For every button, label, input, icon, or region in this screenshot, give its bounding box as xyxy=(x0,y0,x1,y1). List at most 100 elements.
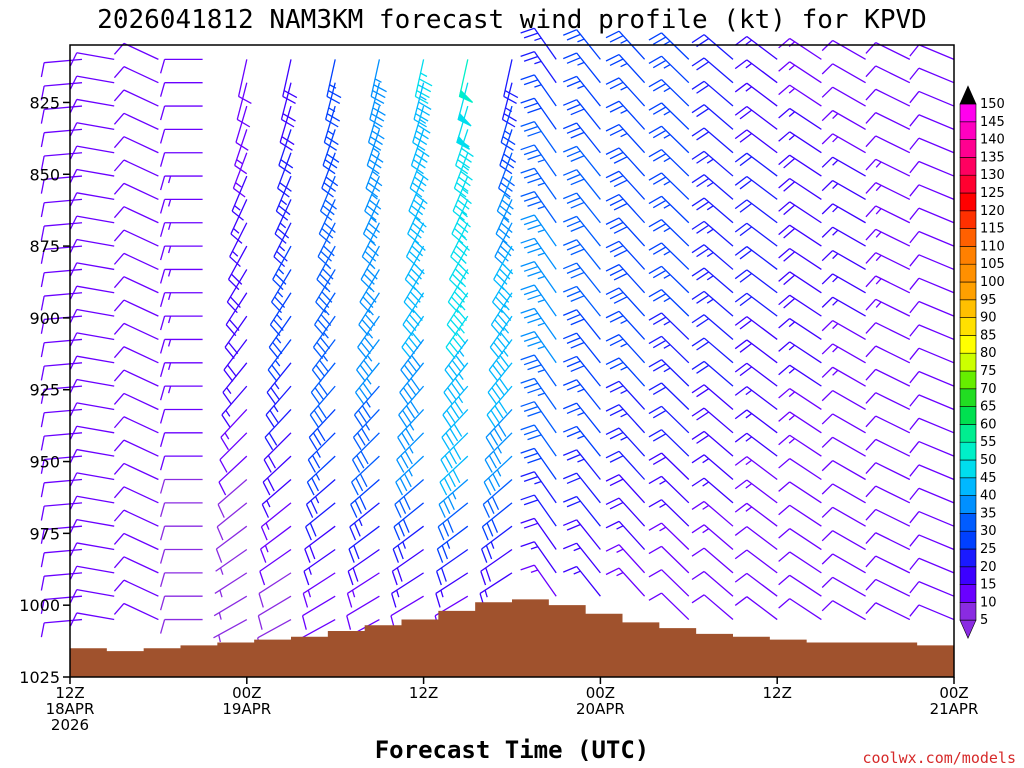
colorbar-swatch xyxy=(959,228,977,247)
colorbar-label: 145 xyxy=(980,115,1005,130)
wind-barb xyxy=(159,105,203,121)
wind-barb xyxy=(648,195,690,224)
wind-barb xyxy=(778,61,822,84)
wind-barb xyxy=(821,576,866,597)
wind-barb xyxy=(909,394,955,411)
wind-barb xyxy=(69,472,115,487)
wind-barb xyxy=(865,65,911,84)
chart-title: 2026041812 NAM3KM forecast wind profile … xyxy=(97,5,927,35)
wind-barb xyxy=(267,339,292,382)
wind-barb xyxy=(40,432,83,451)
wind-barb xyxy=(909,277,955,294)
wind-barb xyxy=(393,502,425,541)
wind-barb xyxy=(778,341,822,364)
colorbar-swatch xyxy=(959,210,977,229)
colorbar-swatch xyxy=(959,192,977,212)
wind-barb xyxy=(648,149,690,177)
wind-barb xyxy=(520,517,557,550)
wind-barb xyxy=(909,557,955,574)
wind-barb xyxy=(113,416,159,434)
colorbar-swatch xyxy=(959,406,977,425)
wind-barb xyxy=(304,525,336,563)
wind-barb xyxy=(159,292,203,307)
wind-barb xyxy=(113,532,159,551)
wind-barb xyxy=(352,409,380,451)
wind-barb xyxy=(563,192,601,224)
wind-barb xyxy=(69,495,115,510)
wind-barb xyxy=(69,98,115,113)
wind-barb xyxy=(435,548,469,586)
wind-barb xyxy=(69,168,115,183)
wind-barb xyxy=(40,338,83,358)
wind-barb xyxy=(648,405,690,434)
wind-barb xyxy=(69,75,115,90)
wind-barb xyxy=(909,440,955,457)
wind-barb xyxy=(312,315,336,359)
wind-barb xyxy=(485,409,513,451)
wind-barb xyxy=(398,385,425,428)
wind-barb xyxy=(69,52,115,67)
wind-barb xyxy=(865,252,911,271)
wind-barb xyxy=(520,74,557,107)
wind-barb xyxy=(520,471,557,504)
wind-barb xyxy=(520,27,557,60)
wind-barb xyxy=(778,294,822,317)
wind-barb xyxy=(605,240,646,270)
wind-barb xyxy=(563,402,601,434)
wind-barb xyxy=(69,565,115,580)
wind-barb xyxy=(69,355,115,370)
wind-barb xyxy=(691,477,734,504)
wind-barb xyxy=(734,176,778,200)
wind-barb xyxy=(487,362,513,405)
wind-barb xyxy=(346,572,380,608)
wind-barb xyxy=(734,59,778,84)
wind-barb xyxy=(40,82,83,101)
wind-barb xyxy=(648,125,690,154)
wind-barb xyxy=(483,455,513,496)
surface-terrain xyxy=(70,599,954,677)
x-tick-label: 2026 xyxy=(51,716,89,734)
x-axis-label: Forecast Time (UTC) xyxy=(375,736,650,764)
wind-barb xyxy=(520,307,557,340)
wind-barb xyxy=(113,486,159,504)
wind-barb xyxy=(40,548,83,568)
wind-barb xyxy=(648,289,690,317)
wind-barb xyxy=(648,452,690,480)
wind-barb xyxy=(778,388,822,411)
wind-barb xyxy=(520,261,557,294)
wind-barb xyxy=(865,555,911,574)
wind-barb xyxy=(778,131,822,154)
wind-barb xyxy=(159,408,203,424)
wind-barb xyxy=(347,548,380,586)
wind-barb xyxy=(40,58,83,78)
colorbar-swatch xyxy=(959,352,977,372)
wind-barb xyxy=(605,544,646,574)
wind-barb xyxy=(40,478,83,498)
wind-barb xyxy=(865,368,911,387)
wind-barb xyxy=(520,120,557,154)
y-tick-label: 975 xyxy=(29,524,60,543)
wind-barb xyxy=(263,432,292,473)
colorbar-swatch xyxy=(959,263,977,283)
wind-barb xyxy=(648,475,690,504)
wind-barb xyxy=(307,432,336,473)
wind-barb xyxy=(520,494,557,527)
wind-barb xyxy=(691,174,734,200)
colorbar-label: 75 xyxy=(980,364,997,379)
colorbar-swatch xyxy=(959,388,977,407)
wind-barb xyxy=(159,572,203,588)
wind-barb xyxy=(865,298,911,317)
wind-barb xyxy=(821,63,866,84)
wind-barb xyxy=(480,525,513,563)
wind-barb xyxy=(113,159,159,177)
wind-barb xyxy=(486,385,513,428)
credit-text: coolwx.com/models xyxy=(862,749,1016,767)
wind-barb xyxy=(443,362,469,405)
wind-barb xyxy=(909,300,955,317)
wind-barb xyxy=(346,595,380,630)
wind-barb xyxy=(69,588,115,603)
colorbar-label: 55 xyxy=(980,435,997,450)
wind-barb xyxy=(69,332,115,347)
wind-barb xyxy=(451,199,471,244)
colorbar-label: 110 xyxy=(980,239,1005,254)
